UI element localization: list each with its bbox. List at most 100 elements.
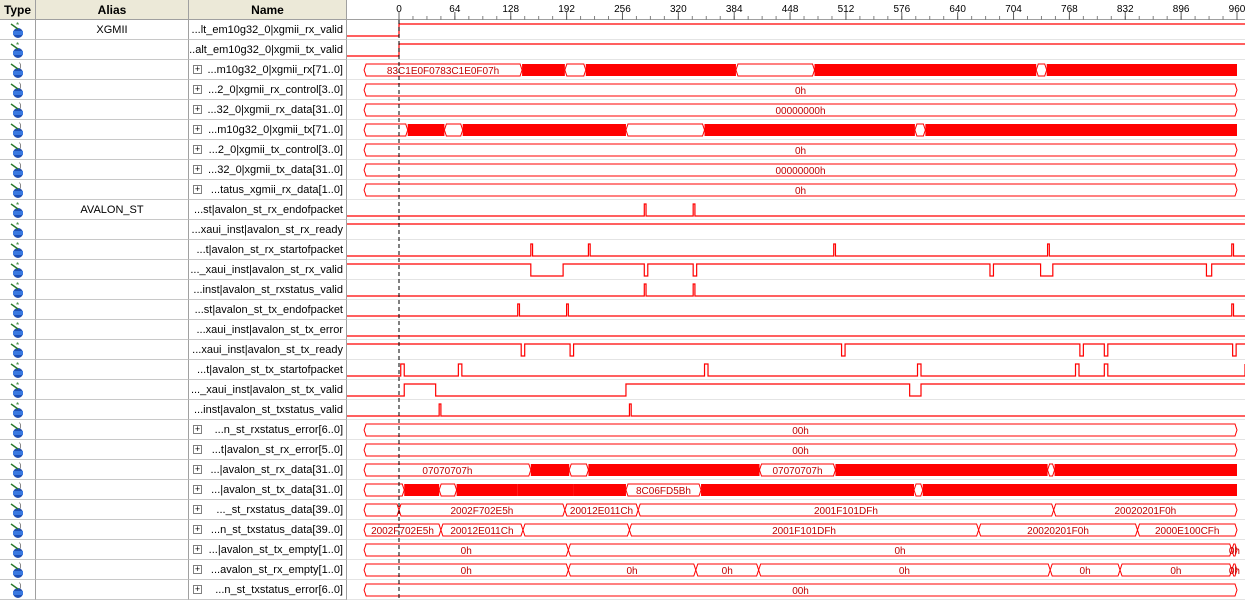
signal-row[interactable]: ) + ...n_st_txstatus_data[39..0] — [0, 520, 1245, 540]
signal-trace[interactable]: 83C1E0F0783C1E0F07h — [363, 63, 1237, 77]
signal-trace[interactable] — [347, 343, 1245, 357]
signal-trace[interactable]: 00000000h — [363, 163, 1238, 177]
signal-row[interactable]: ) + ..._st_rxstatus_data[39..0] — [0, 500, 1245, 520]
expand-bus-icon[interactable]: + — [193, 524, 202, 534]
signal-trace[interactable] — [347, 243, 1245, 257]
signal-row[interactable]: * XGMII ...lt_em10g32_0|xgmii_rx_valid — [0, 20, 1245, 40]
signal-trace[interactable]: 2002F702E5h 20012E011Ch 2001F101DFh 2002020… — [363, 523, 1238, 537]
time-ruler[interactable] — [347, 0, 1245, 20]
expand-bus-icon[interactable]: + — [193, 424, 202, 434]
signal-trace[interactable]: 2002F702E5h 20012E011Ch 2001F101DFh 2002020… — [363, 503, 1238, 517]
signal-row[interactable]: * ...xaui_inst|avalon_st_rx_ready — [0, 220, 1245, 240]
signal-trace[interactable] — [347, 203, 1245, 217]
signal-trace[interactable] — [347, 23, 1245, 37]
expand-bus-icon[interactable]: + — [193, 484, 202, 494]
signal-trace[interactable]: 0h — [363, 183, 1238, 197]
signal-row[interactable]: * ..._xaui_inst|avalon_st_tx_valid — [0, 380, 1245, 400]
expand-bus-icon[interactable]: + — [193, 584, 202, 594]
signal-row[interactable]: ) + ...32_0|xgmii_tx_data[31..0] — [0, 160, 1245, 180]
signal-name[interactable]: + ...avalon_st_rx_empty[1..0] — [189, 560, 347, 580]
signal-row[interactable]: ) + ...avalon_st_rx_empty[1..0] — [0, 560, 1245, 580]
signal-name[interactable]: ...xaui_inst|avalon_st_tx_error — [189, 320, 347, 340]
signal-name[interactable]: + ...n_st_txstatus_error[6..0] — [189, 580, 347, 600]
signal-name[interactable]: ...alt_em10g32_0|xgmii_tx_valid — [189, 40, 347, 60]
signal-trace[interactable] — [347, 43, 1245, 57]
signal-trace[interactable] — [347, 283, 1245, 297]
signal-name[interactable]: ...xaui_inst|avalon_st_tx_ready — [189, 340, 347, 360]
signal-row[interactable]: * ...inst|avalon_st_rxstatus_valid — [0, 280, 1245, 300]
signal-row[interactable]: ) + ...tatus_xgmii_rx_data[1..0] — [0, 180, 1245, 200]
signal-name[interactable]: + ...m10g32_0|xgmii_rx[71..0] — [189, 60, 347, 80]
signal-trace[interactable] — [347, 363, 1245, 377]
signal-row[interactable]: ) + ...|avalon_st_tx_empty[1..0] — [0, 540, 1245, 560]
signal-name[interactable]: ...inst|avalon_st_txstatus_valid — [189, 400, 347, 420]
signal-row[interactable]: * ...alt_em10g32_0|xgmii_tx_valid — [0, 40, 1245, 60]
signal-row[interactable]: * ...t|avalon_st_tx_startofpacket — [0, 360, 1245, 380]
expand-bus-icon[interactable]: + — [193, 104, 202, 114]
waveform-area[interactable]: 0 64 128 192 256 320 384 448 512 576 640 704 768 832 8… — [347, 0, 1245, 601]
signal-row[interactable]: ) + ...m10g32_0|xgmii_tx[71..0] — [0, 120, 1245, 140]
signal-name[interactable]: + ..._st_rxstatus_data[39..0] — [189, 500, 347, 520]
expand-bus-icon[interactable]: + — [193, 184, 202, 194]
signal-row[interactable]: ) + ...|avalon_st_rx_data[31..0] — [0, 460, 1245, 480]
signal-trace[interactable]: 8C06FD5Bh — [363, 483, 1237, 497]
signal-name[interactable]: ..._xaui_inst|avalon_st_rx_valid — [189, 260, 347, 280]
signal-name[interactable]: + ...n_st_txstatus_data[39..0] — [189, 520, 347, 540]
signal-trace[interactable]: 00000000h — [363, 103, 1238, 117]
signal-row[interactable]: ) + ...2_0|xgmii_rx_control[3..0] — [0, 80, 1245, 100]
expand-bus-icon[interactable]: + — [193, 544, 202, 554]
signal-row[interactable]: * ...st|avalon_st_tx_endofpacket — [0, 300, 1245, 320]
signal-trace[interactable]: 00h — [363, 423, 1238, 437]
signal-name[interactable]: ...inst|avalon_st_rxstatus_valid — [189, 280, 347, 300]
signal-row[interactable]: * ...inst|avalon_st_txstatus_valid — [0, 400, 1245, 420]
signal-name[interactable]: ...xaui_inst|avalon_st_rx_ready — [189, 220, 347, 240]
signal-trace[interactable]: 00h — [363, 443, 1238, 457]
signal-name[interactable]: ...lt_em10g32_0|xgmii_rx_valid — [189, 20, 347, 40]
signal-name[interactable]: ...t|avalon_st_tx_startofpacket — [189, 360, 347, 380]
signal-row[interactable]: ) + ...|avalon_st_tx_data[31..0] — [0, 480, 1245, 500]
signal-name[interactable]: + ...t|avalon_st_rx_error[5..0] — [189, 440, 347, 460]
signal-name[interactable]: + ...m10g32_0|xgmii_tx[71..0] — [189, 120, 347, 140]
signal-row[interactable]: * ...xaui_inst|avalon_st_tx_error — [0, 320, 1245, 340]
expand-bus-icon[interactable]: + — [193, 164, 202, 174]
signal-row[interactable]: ) + ...2_0|xgmii_tx_control[3..0] — [0, 140, 1245, 160]
signal-trace[interactable] — [347, 383, 1245, 397]
signal-row[interactable]: ) + ...n_st_txstatus_error[6..0] — [0, 580, 1245, 600]
signal-name[interactable]: ...st|avalon_st_rx_endofpacket — [189, 200, 347, 220]
signal-trace[interactable]: 0h 0h 0h 0h 0h 0h 0h — [363, 563, 1240, 577]
signal-trace[interactable] — [347, 263, 1245, 277]
signal-row[interactable]: ) + ...t|avalon_st_rx_error[5..0] — [0, 440, 1245, 460]
signal-row[interactable]: * ...t|avalon_st_rx_startofpacket — [0, 240, 1245, 260]
expand-bus-icon[interactable]: + — [193, 464, 202, 474]
signal-name[interactable]: + ...n_st_rxstatus_error[6..0] — [189, 420, 347, 440]
signal-row[interactable]: ) + ...32_0|xgmii_rx_data[31..0] — [0, 100, 1245, 120]
signal-trace[interactable]: 0h — [363, 143, 1238, 157]
expand-bus-icon[interactable]: + — [193, 144, 202, 154]
signal-name[interactable]: + ...32_0|xgmii_rx_data[31..0] — [189, 100, 347, 120]
signal-trace[interactable] — [347, 403, 1245, 417]
signal-row[interactable]: ) + ...n_st_rxstatus_error[6..0] — [0, 420, 1245, 440]
signal-name[interactable]: + ...2_0|xgmii_tx_control[3..0] — [189, 140, 347, 160]
signal-row[interactable]: * AVALON_ST ...st|avalon_st_rx_endofpacket — [0, 200, 1245, 220]
signal-trace[interactable]: 07070707h 07070707h — [363, 463, 1237, 477]
signal-trace[interactable]: 0h — [363, 83, 1238, 97]
expand-bus-icon[interactable]: + — [193, 564, 202, 574]
signal-name[interactable]: + ...2_0|xgmii_rx_control[3..0] — [189, 80, 347, 100]
alias-column-header[interactable]: Alias — [36, 0, 189, 20]
expand-bus-icon[interactable]: + — [193, 64, 202, 74]
expand-bus-icon[interactable]: + — [193, 124, 202, 134]
signal-name[interactable]: + ...|avalon_st_tx_data[31..0] — [189, 480, 347, 500]
signal-trace[interactable] — [347, 303, 1245, 317]
type-column-header[interactable]: Type — [0, 0, 36, 20]
signal-trace[interactable]: 0h 0h 0h — [363, 543, 1240, 557]
signal-row[interactable]: * ..._xaui_inst|avalon_st_rx_valid — [0, 260, 1245, 280]
signal-name[interactable]: ...t|avalon_st_rx_startofpacket — [189, 240, 347, 260]
signal-name[interactable]: + ...|avalon_st_tx_empty[1..0] — [189, 540, 347, 560]
expand-bus-icon[interactable]: + — [193, 444, 202, 454]
name-column-header[interactable]: Name — [189, 0, 347, 20]
signal-trace[interactable] — [363, 123, 1237, 137]
signal-name[interactable]: ...st|avalon_st_tx_endofpacket — [189, 300, 347, 320]
signal-trace[interactable]: 00h — [363, 583, 1238, 597]
signal-name[interactable]: + ...32_0|xgmii_tx_data[31..0] — [189, 160, 347, 180]
expand-bus-icon[interactable]: + — [193, 504, 202, 514]
